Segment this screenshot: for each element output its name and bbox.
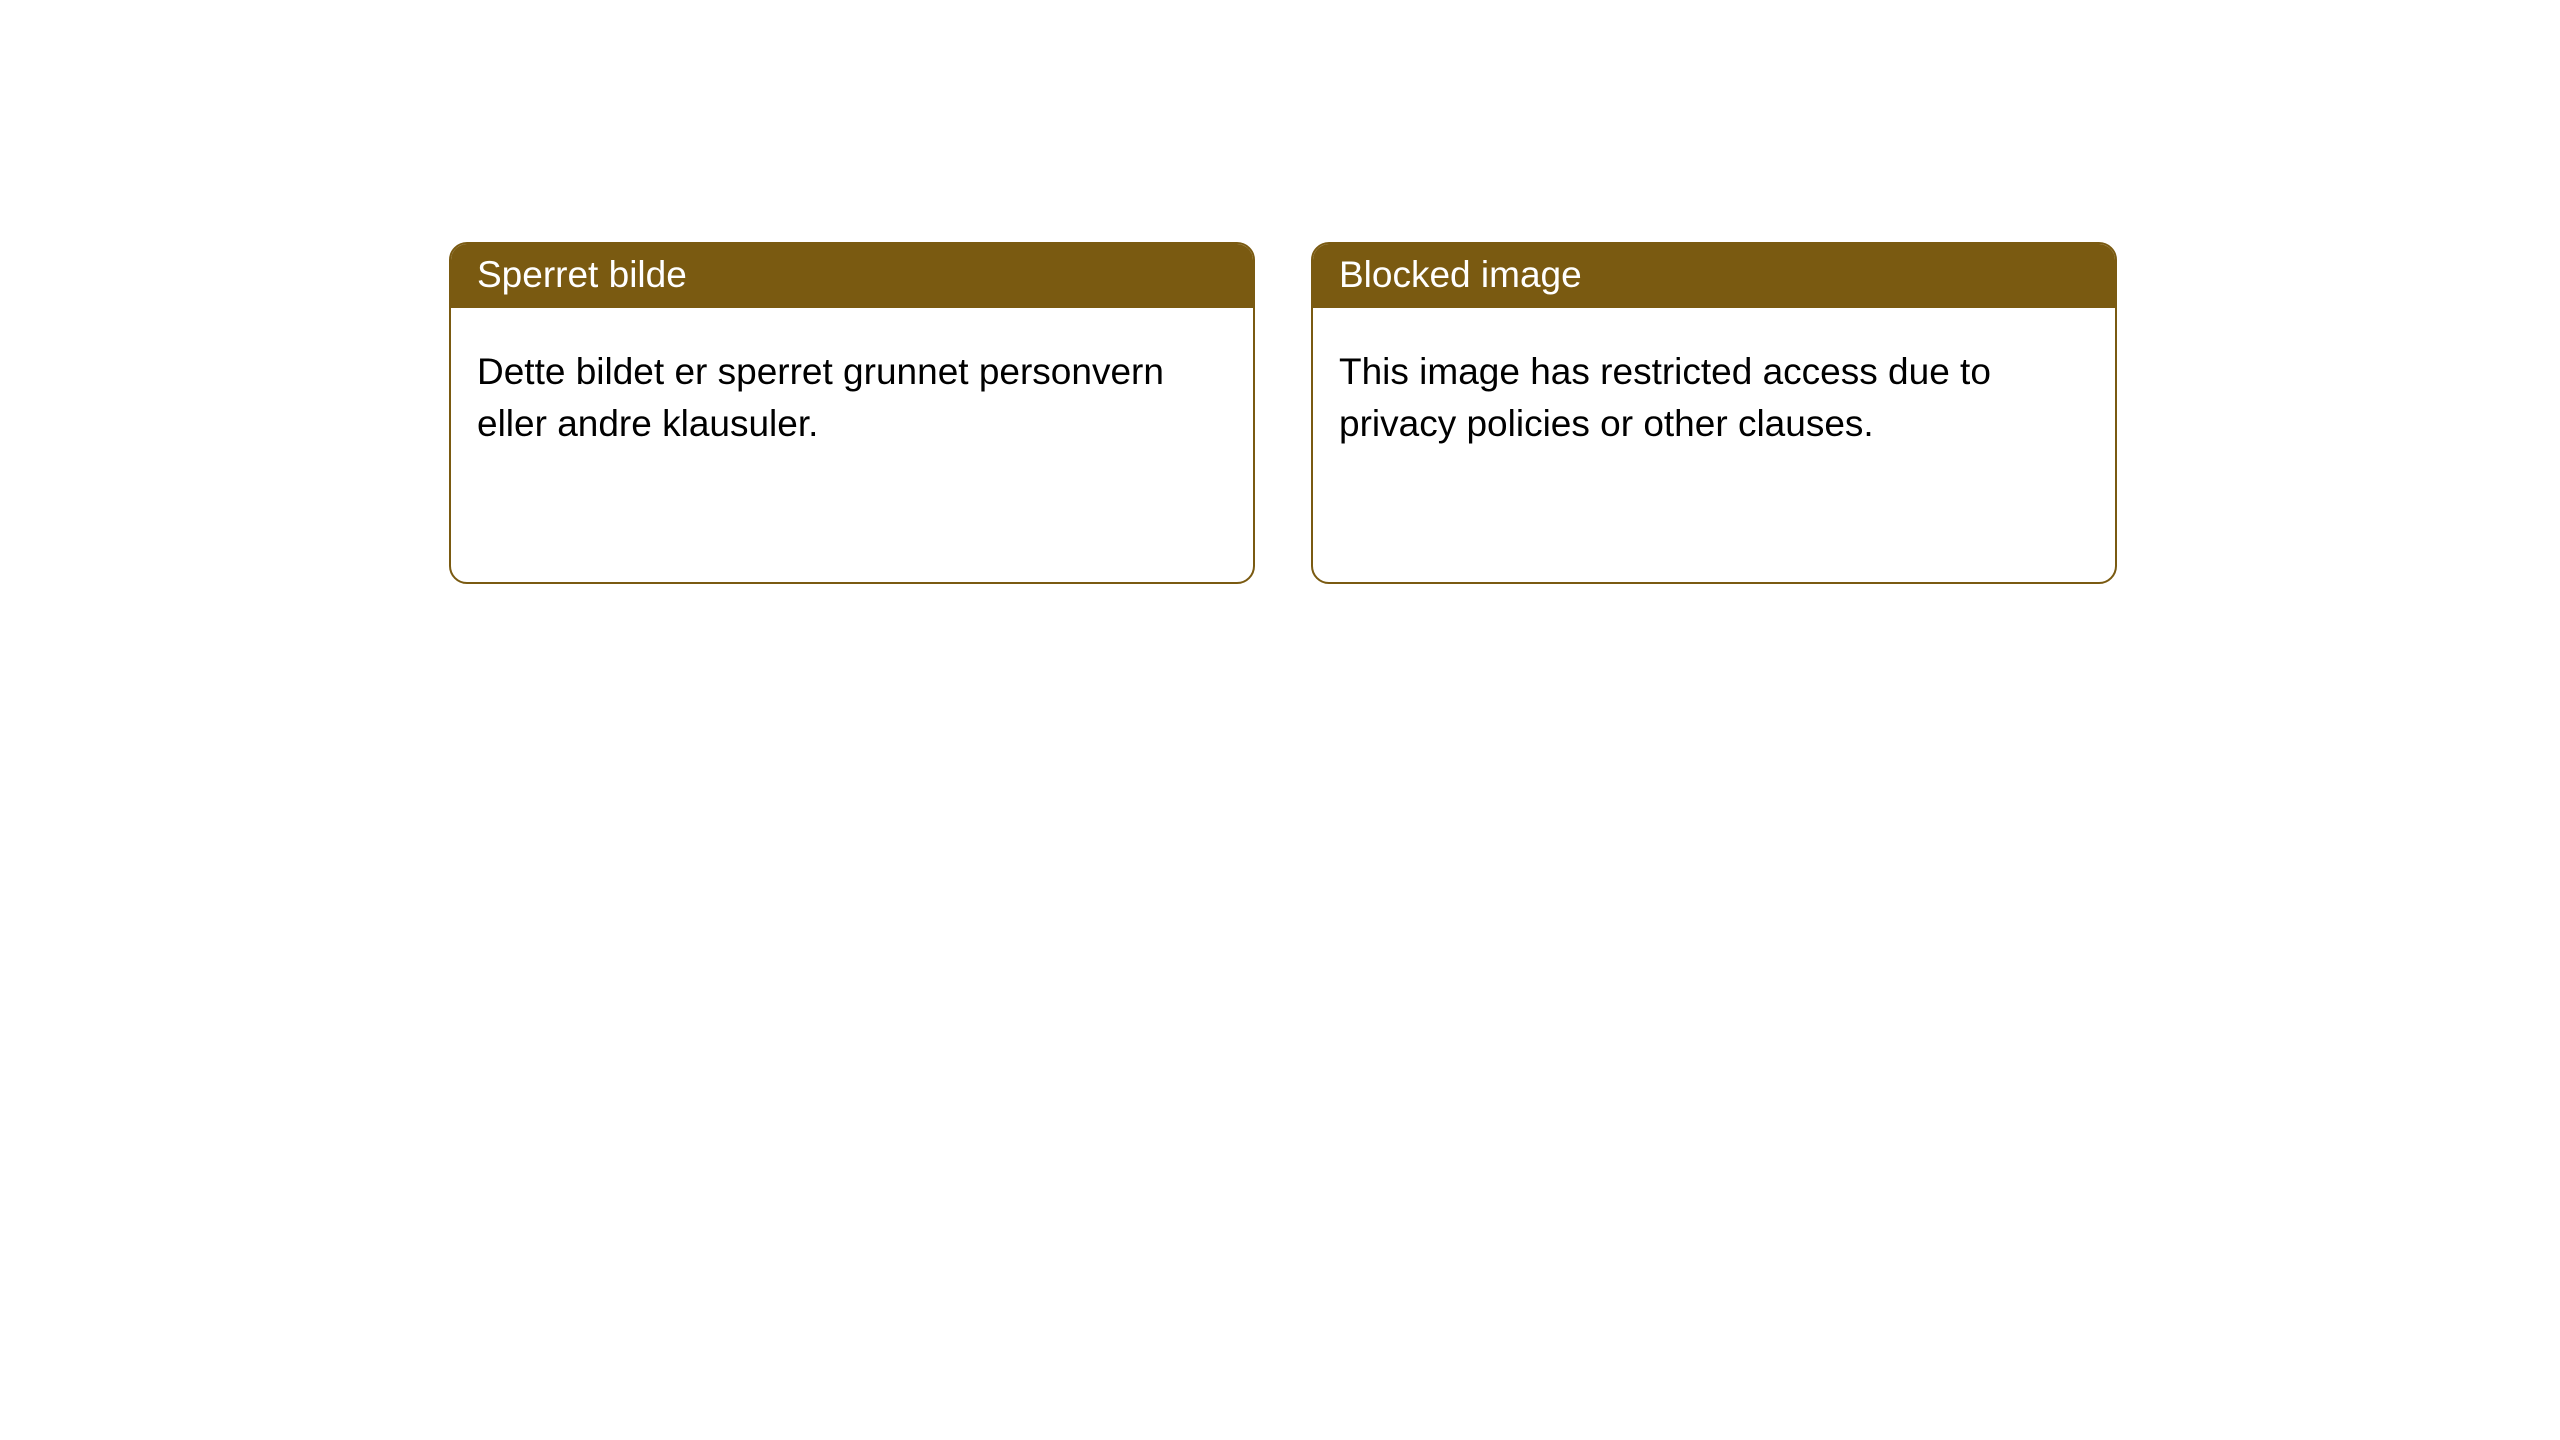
- card-title: Sperret bilde: [477, 254, 687, 295]
- notice-card-english: Blocked image This image has restricted …: [1311, 242, 2117, 584]
- notice-card-norwegian: Sperret bilde Dette bildet er sperret gr…: [449, 242, 1255, 584]
- card-body: Dette bildet er sperret grunnet personve…: [451, 308, 1253, 476]
- card-title: Blocked image: [1339, 254, 1582, 295]
- card-header: Blocked image: [1313, 244, 2115, 308]
- card-body: This image has restricted access due to …: [1313, 308, 2115, 476]
- card-body-text: Dette bildet er sperret grunnet personve…: [477, 351, 1164, 444]
- notice-container: Sperret bilde Dette bildet er sperret gr…: [0, 0, 2560, 584]
- card-header: Sperret bilde: [451, 244, 1253, 308]
- card-body-text: This image has restricted access due to …: [1339, 351, 1991, 444]
